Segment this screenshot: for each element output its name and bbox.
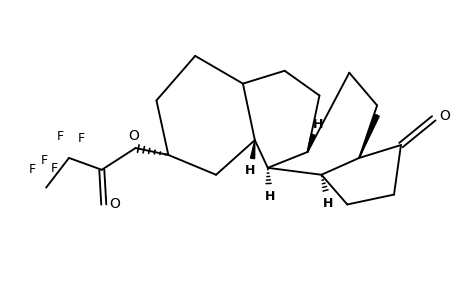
Text: H: H [322, 197, 333, 210]
Polygon shape [307, 134, 314, 152]
Text: H: H [312, 118, 322, 131]
Text: O: O [128, 128, 139, 142]
Text: O: O [438, 109, 449, 123]
Polygon shape [250, 140, 254, 159]
Text: F: F [40, 154, 47, 167]
Text: F: F [50, 162, 58, 175]
Text: F: F [29, 163, 36, 176]
Polygon shape [358, 114, 378, 158]
Text: F: F [78, 132, 85, 145]
Text: H: H [245, 164, 255, 177]
Text: O: O [109, 197, 120, 212]
Text: F: F [57, 130, 64, 143]
Text: H: H [264, 190, 274, 203]
